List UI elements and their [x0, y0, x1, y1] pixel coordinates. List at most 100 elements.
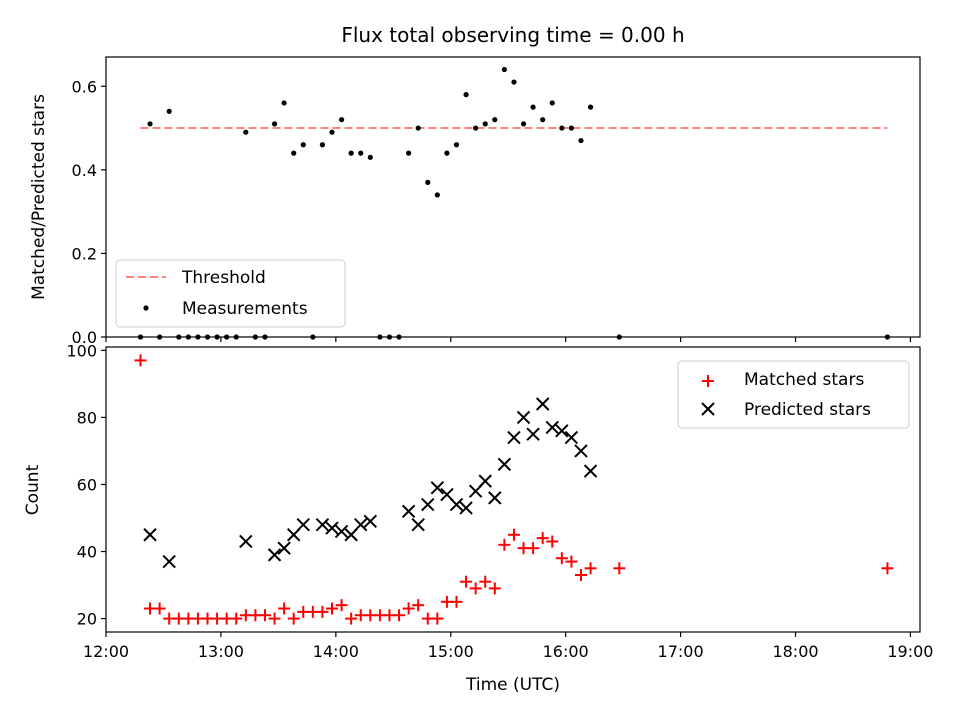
measurement-point [587, 104, 594, 110]
predicted-star-point [267, 548, 282, 562]
measurement-point [271, 121, 278, 127]
measurement-point [406, 150, 412, 156]
x-tick-label: 13:00 [198, 642, 244, 661]
matched-star-point [881, 562, 894, 575]
chart-title: Flux total observing time = 0.00 h [341, 23, 684, 47]
matched-star-point [316, 605, 329, 618]
matched-star-point [565, 555, 578, 568]
measurement-point [338, 117, 345, 123]
x-tick-label: 19:00 [887, 642, 933, 661]
predicted-star-point [239, 534, 253, 549]
bottom-legend-box [677, 360, 910, 429]
measurement-point [434, 192, 440, 198]
predicted-stars-points [143, 397, 598, 569]
bottom-y-tick-label: 100 [66, 341, 97, 360]
predicted-star-point [401, 504, 416, 519]
bottom-y-tick-label: 60 [77, 475, 97, 494]
measurement-point [281, 100, 287, 106]
matched-star-point [268, 612, 281, 625]
legend-matched-swatch [702, 375, 714, 387]
top-x-ticks [105, 337, 912, 342]
matched-star-point [345, 612, 358, 625]
matched-star-point [555, 552, 568, 565]
top-y-tick-label: 0.4 [72, 161, 97, 180]
matched-star-point [469, 582, 482, 595]
measurement-point [243, 129, 249, 135]
x-tick-label: 17:00 [658, 642, 704, 661]
bottom-axes-frame [105, 346, 921, 633]
matched-star-point [546, 535, 559, 548]
matched-star-point [258, 609, 271, 622]
predicted-star-point [421, 497, 435, 512]
matched-star-point [230, 612, 243, 625]
predicted-star-point [535, 397, 550, 411]
top-y-tick-label: 0.6 [72, 77, 97, 96]
predicted-star-point [315, 517, 330, 532]
matched-star-point [287, 612, 300, 625]
matched-star-point [488, 582, 501, 595]
top-axes-frame [105, 56, 921, 338]
bottom-y-axis-label: Count [23, 464, 43, 515]
predicted-star-point [497, 457, 512, 472]
measurement-point [578, 137, 584, 144]
top-y-tick-label: 0.2 [72, 244, 97, 263]
x-axis-label: Time (UTC) [465, 675, 560, 695]
measurement-point [568, 125, 575, 131]
x-tick-label: 15:00 [428, 642, 474, 661]
bottom-y-tick-label: 40 [77, 543, 97, 562]
top-y-ticks: 0.0 0.2 0.4 0.6 [72, 77, 106, 347]
measurement-points [137, 66, 891, 340]
top-legend: Threshold Measurements [115, 259, 346, 328]
legend-measurements-label: Measurements [182, 299, 308, 319]
matched-star-point [574, 569, 587, 581]
measurement-point [540, 117, 546, 123]
bottom-legend: Matched stars Predicted stars [677, 360, 910, 429]
predicted-star-point [488, 491, 502, 505]
measurement-point [549, 100, 555, 106]
measurement-point [444, 150, 450, 156]
measurement-point [482, 121, 488, 127]
measurement-point [166, 108, 172, 114]
predicted-star-point [516, 410, 531, 425]
measurement-point [492, 117, 498, 123]
predicted-star-point [162, 554, 176, 569]
matched-star-point [460, 575, 473, 588]
x-tick-label: 18:00 [772, 642, 818, 661]
measurement-point [559, 125, 565, 131]
bottom-y-ticks: 20 40 60 80 100 [66, 341, 106, 629]
bottom-y-tick-label: 80 [77, 408, 97, 427]
predicted-star-point [507, 430, 521, 445]
predicted-star-point [449, 497, 464, 512]
predicted-star-point [334, 524, 349, 539]
x-tick-label: 12:00 [83, 642, 129, 661]
legend-predicted-swatch [701, 402, 715, 416]
matched-stars-points [134, 354, 894, 625]
predicted-star-point [555, 424, 569, 438]
predicted-star-point [325, 521, 339, 535]
predicted-star-point [296, 517, 310, 532]
x-tick-label: 14:00 [313, 642, 359, 661]
legend-predicted-label: Predicted stars [744, 400, 871, 420]
measurement-point [300, 142, 306, 148]
measurement-point [367, 154, 373, 160]
measurement-point [425, 179, 431, 185]
measurement-point [473, 125, 479, 131]
top-legend-box [115, 259, 346, 328]
matched-star-point [527, 542, 540, 555]
predicted-star-point [526, 427, 540, 441]
matched-star-point [507, 528, 520, 541]
legend-matched-label: Matched stars [744, 370, 864, 390]
predicted-star-point [583, 464, 598, 478]
predicted-star-point [478, 474, 492, 488]
measurement-point [358, 150, 364, 156]
legend-threshold-label: Threshold [181, 268, 266, 288]
predicted-star-point [545, 420, 559, 435]
predicted-star-point [430, 481, 445, 495]
predicted-star-point [411, 517, 425, 532]
measurement-point [530, 104, 536, 110]
matched-star-point [278, 602, 291, 615]
matched-star-point [393, 609, 406, 622]
matched-star-point [431, 612, 444, 625]
predicted-star-point [574, 444, 588, 458]
